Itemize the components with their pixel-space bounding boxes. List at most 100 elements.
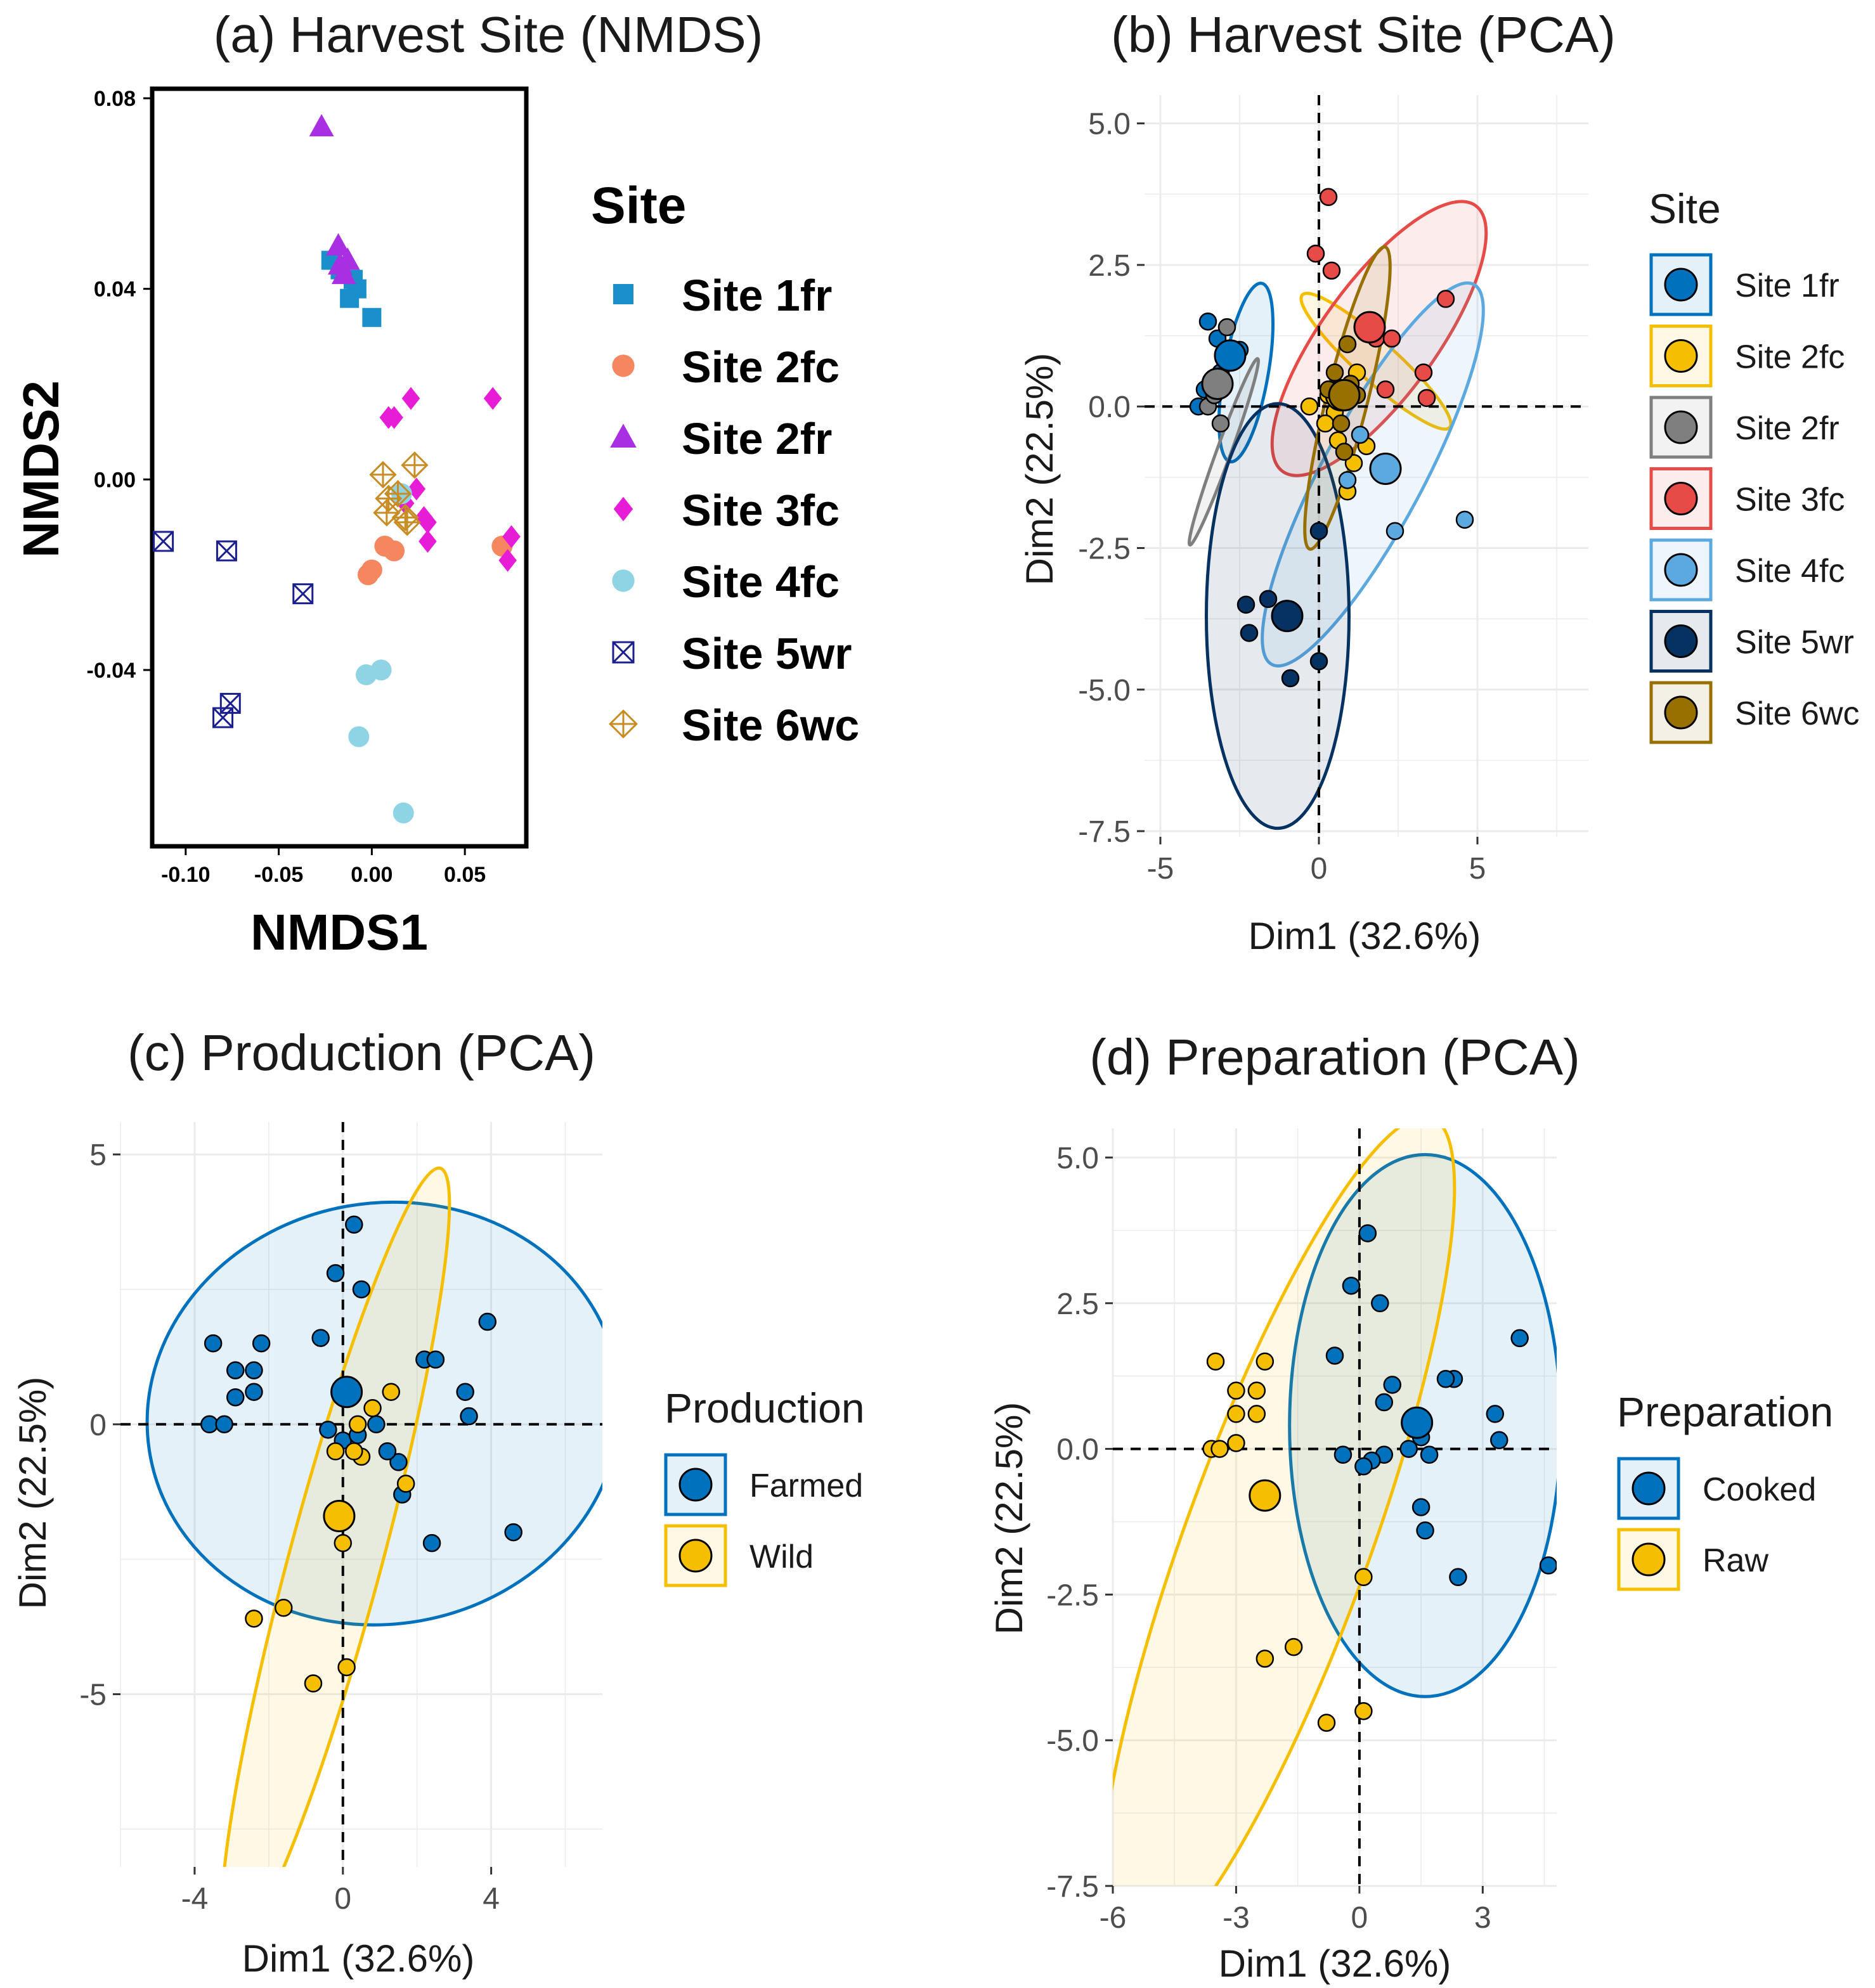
d-point-s2-3 xyxy=(1227,1381,1245,1400)
a-legend-item-5: Site 4fc xyxy=(612,557,840,607)
c-point-s1-8 xyxy=(215,1415,233,1434)
b-legend-item-4: Site 3fc xyxy=(1649,467,1845,530)
panel-a-y-ticks: -0.04 0.00 0.04 0.08 xyxy=(87,87,152,683)
panel-c-ellipses xyxy=(145,1166,602,1867)
d-legend-key-1 xyxy=(1632,1471,1666,1506)
b-y-tick-label: 2.5 xyxy=(1088,249,1131,283)
d-y-tick-label: 5.0 xyxy=(1056,1142,1099,1175)
a-point-s2-2 xyxy=(361,559,382,581)
d-point-s1-1 xyxy=(1358,1224,1377,1242)
c-legend-key-1 xyxy=(678,1468,713,1502)
panel-d-x-ticks: -6 -3 0 3 xyxy=(1100,1886,1491,1935)
d-point-s1-10 xyxy=(1486,1405,1505,1423)
a-point-s2-4 xyxy=(384,540,405,562)
a-point-s3-2 xyxy=(326,233,351,256)
c-point-s1-7 xyxy=(200,1415,219,1434)
b-point-s6-3 xyxy=(1240,624,1259,642)
c-ellipse-2 xyxy=(219,1166,451,1867)
b-point-s4-1 xyxy=(1319,188,1338,207)
b-y-tick-label: -7.5 xyxy=(1078,815,1131,849)
panel-d: (d) Preparation (PCA) -6 -3 0 3 5.0 2.5 0.0 -2… xyxy=(988,1029,1833,1985)
a-point-s6-1 xyxy=(153,531,174,552)
a-legend-key-7 xyxy=(609,709,638,739)
panel-d-legend-title: Preparation xyxy=(1617,1388,1833,1435)
a-point-s7-7 xyxy=(393,508,421,536)
a-legend-label-7: Site 6wc xyxy=(682,700,859,750)
panel-b-y-axis-title: Dim2 (22.5%) xyxy=(1018,353,1061,586)
b-legend-key-4 xyxy=(1664,482,1698,515)
panel-c-legend-items: Farmed Wild xyxy=(664,1453,863,1587)
a-point-s4-11 xyxy=(498,549,517,572)
a-point-s6-2 xyxy=(216,540,237,562)
d-point-s2-8 xyxy=(1210,1440,1229,1458)
d-point-s2-10 xyxy=(1255,1649,1275,1668)
d-y-tick-label: 0.0 xyxy=(1056,1433,1099,1467)
a-point-s7-2 xyxy=(401,451,429,479)
a-x-tick-label: 0.05 xyxy=(444,863,486,887)
a-point-s4-9 xyxy=(418,529,437,553)
a-point-s5-3 xyxy=(370,659,392,681)
panel-c-x-ticks: -4 0 4 xyxy=(181,1867,500,1916)
b-point-s4-6 xyxy=(1414,363,1433,382)
b-legend-key-6 xyxy=(1664,624,1698,658)
b-point-s5-2 xyxy=(1455,510,1474,529)
panel-c-background xyxy=(120,1122,602,1867)
d-point-s1-21 xyxy=(1416,1521,1434,1540)
a-legend-key-3 xyxy=(610,423,637,448)
d-point-s1-13 xyxy=(1399,1440,1418,1458)
c-legend-item-2: Wild xyxy=(664,1524,814,1587)
d-point-s2-5 xyxy=(1227,1405,1245,1423)
b-point-s6-6 xyxy=(1309,522,1328,540)
b-legend-key-7 xyxy=(1664,695,1698,730)
c-point-s1-17 xyxy=(460,1407,478,1426)
panel-d-x-axis-title: Dim1 (32.6%) xyxy=(1219,1942,1451,1985)
c-point-s1-12 xyxy=(352,1280,371,1299)
d-point-s1-3 xyxy=(1371,1294,1389,1313)
a-legend-label-1: Site 1fr xyxy=(682,271,832,320)
d-point-s1-9 xyxy=(1375,1393,1394,1412)
b-centroid-7 xyxy=(1328,378,1361,411)
b-centroid-3 xyxy=(1201,367,1234,400)
a-x-tick-label: -0.10 xyxy=(161,863,211,887)
a-y-tick-label: 0.04 xyxy=(94,278,136,302)
d-y-tick-label: 2.5 xyxy=(1056,1288,1099,1321)
a-legend-key-4 xyxy=(613,496,633,522)
c-point-s1-5 xyxy=(226,1388,245,1407)
panel-c-grid xyxy=(120,1122,602,1867)
a-point-s3-1 xyxy=(309,113,334,137)
panel-b-x-ticks: -5 0 5 xyxy=(1147,837,1486,886)
c-point-s1-6 xyxy=(245,1383,263,1401)
b-point-s3-3 xyxy=(1211,414,1230,433)
panel-b-title: (b) Harvest Site (PCA) xyxy=(1111,6,1616,63)
c-point-s2-10 xyxy=(363,1399,382,1417)
d-centroid-1 xyxy=(1401,1406,1434,1439)
panel-c-title: (c) Production (PCA) xyxy=(127,1024,595,1081)
d-point-s1-2 xyxy=(1342,1276,1361,1295)
b-legend-label-6: Site 5wr xyxy=(1735,624,1854,661)
a-legend-item-2: Site 2fc xyxy=(612,342,840,392)
a-y-tick-label: -0.04 xyxy=(87,659,136,683)
b-point-s2-1 xyxy=(1300,397,1319,416)
panel-c-points xyxy=(200,1215,522,1693)
b-legend-key-3 xyxy=(1664,410,1698,444)
d-legend-box-2 xyxy=(1617,1528,1680,1591)
panel-a-x-axis-title: NMDS1 xyxy=(250,904,428,960)
b-y-tick-label: 0.0 xyxy=(1088,390,1131,424)
panel-d-y-ticks: 5.0 2.5 0.0 -2.5 -5.0 -7.5 xyxy=(1046,1142,1113,1904)
a-legend-label-5: Site 4fc xyxy=(682,557,840,607)
b-legend-item-3: Site 2fr xyxy=(1649,396,1839,459)
c-y-tick-label: 5 xyxy=(89,1139,107,1172)
d-point-s1-8 xyxy=(1510,1329,1529,1348)
d-point-s2-11 xyxy=(1284,1637,1303,1656)
a-point-s4-10 xyxy=(502,525,521,548)
panel-d-points xyxy=(1202,1224,1557,1732)
c-legend-item-1: Farmed xyxy=(664,1453,863,1516)
panel-c-y-ticks: 5 0 -5 xyxy=(79,1139,120,1712)
b-legend-item-6: Site 5wr xyxy=(1649,610,1854,673)
d-x-tick-label: 3 xyxy=(1474,1901,1491,1935)
panel-d-title: (d) Preparation (PCA) xyxy=(1089,1029,1580,1085)
a-legend-key-6 xyxy=(612,641,635,664)
a-point-s7-4 xyxy=(384,480,412,508)
b-point-s6-2 xyxy=(1259,590,1278,609)
